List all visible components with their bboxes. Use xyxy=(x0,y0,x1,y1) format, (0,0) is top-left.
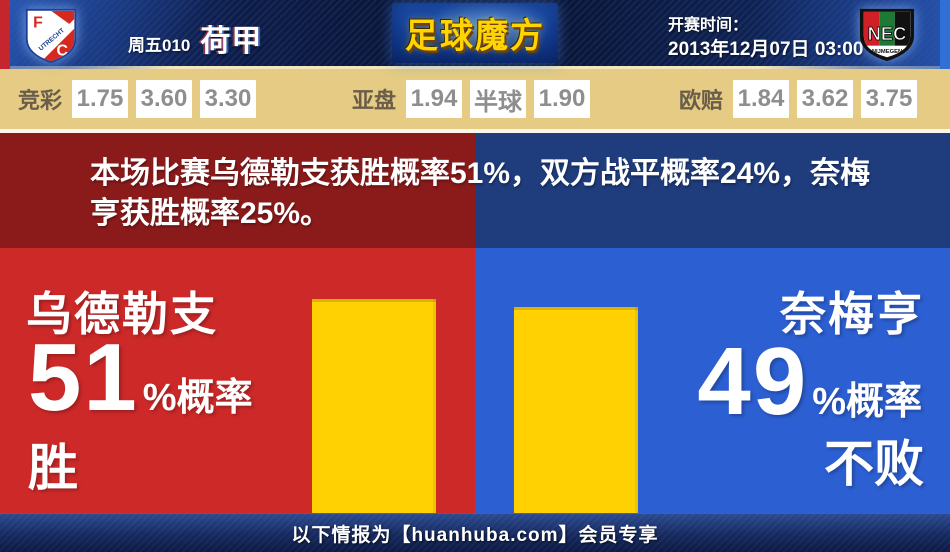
home-team-name: 乌德勒支 xyxy=(26,288,218,340)
nec-badge-abbr: NEC xyxy=(868,23,907,44)
yapan-handicap: 半球 xyxy=(470,80,527,118)
kickoff-info: 开赛时间： 2013年12月07日 03:00 xyxy=(668,15,863,62)
summary-band: 本场比赛乌德勒支获胜概率51%，双方战平概率24%，奈梅亨获胜概率25%。 xyxy=(0,133,950,248)
away-outcome-label: 不败 xyxy=(824,436,924,492)
odds-group-jingcai: 竞彩 1.75 3.60 3.30 xyxy=(18,69,257,129)
league-name: 荷甲 xyxy=(200,25,263,58)
away-percent-unit: %概率 xyxy=(812,381,922,423)
home-percent-value: 51 xyxy=(28,324,139,431)
kickoff-label: 开赛时间： xyxy=(668,17,749,34)
away-probability-bar xyxy=(514,307,638,513)
yapan-odds-home: 1.94 xyxy=(406,80,463,118)
yapan-label: 亚盘 xyxy=(352,88,397,113)
oupei-label: 欧赔 xyxy=(678,88,723,113)
home-outcome-label: 胜 xyxy=(28,440,78,496)
left-red-edge-stripe xyxy=(0,0,10,69)
oupei-odds-home: 1.84 xyxy=(733,80,789,118)
home-probability-bar xyxy=(312,299,436,513)
match-code: 周五010 xyxy=(128,36,191,55)
nec-badge-name: NIJMEGEN xyxy=(872,49,902,55)
jingcai-odds-home: 1.75 xyxy=(72,80,129,118)
odds-group-oupei: 欧赔 1.84 3.62 3.75 xyxy=(679,69,917,129)
away-team-logo-nec: NEC NIJMEGEN xyxy=(856,7,918,70)
yapan-odds-away: 1.90 xyxy=(534,80,591,118)
home-team-logo-utrecht: F C UTRECHT xyxy=(23,7,79,70)
odds-group-yapan: 亚盘 1.94 半球 1.90 xyxy=(352,69,591,129)
jingcai-odds-draw: 3.60 xyxy=(136,80,193,118)
oupei-odds-draw: 3.62 xyxy=(797,80,853,118)
prediction-summary-text: 本场比赛乌德勒支获胜概率51%，双方战平概率24%，奈梅亨获胜概率25%。 xyxy=(90,157,871,230)
jingcai-odds-away: 3.30 xyxy=(200,80,257,118)
svg-text:C: C xyxy=(56,43,68,60)
footer-bar: 以下情报为【huanhuba.com】会员专享 xyxy=(0,513,950,552)
divider-strip xyxy=(0,129,950,133)
match-id: 周五010 荷甲 xyxy=(128,16,262,60)
odds-bar: 竞彩 1.75 3.60 3.30 亚盘 1.94 半球 1.90 欧赔 1.8… xyxy=(0,69,950,129)
probability-panels: 乌德勒支 51 %概率 胜 奈梅亨 49 %概率 不败 xyxy=(0,248,950,513)
summary-background-red xyxy=(0,133,475,248)
brand-logo-text: 足球魔方 xyxy=(405,16,545,56)
brand-logo-box: 足球魔方 xyxy=(392,3,558,63)
away-percent-value: 49 xyxy=(697,328,809,435)
away-team-name: 奈梅亨 xyxy=(780,288,924,340)
jingcai-label: 竞彩 xyxy=(18,88,63,113)
footer-member-notice: 以下情报为【huanhuba.com】会员专享 xyxy=(291,524,659,546)
svg-text:F: F xyxy=(33,15,43,32)
kickoff-time: 2013年12月07日 03:00 xyxy=(668,38,864,60)
summary-background-blue xyxy=(475,133,950,248)
oupei-odds-away: 3.75 xyxy=(861,80,917,118)
home-percent-unit: %概率 xyxy=(142,377,253,419)
home-percent-row: 51 %概率 xyxy=(28,330,253,426)
right-blue-edge-stripe xyxy=(940,0,950,69)
away-percent-row: 49 %概率 xyxy=(697,334,922,430)
